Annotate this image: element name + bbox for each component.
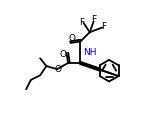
Text: F: F xyxy=(101,22,106,31)
Text: F: F xyxy=(79,18,85,27)
Text: O: O xyxy=(54,65,61,74)
Text: NH: NH xyxy=(84,48,97,57)
Text: O: O xyxy=(68,34,75,43)
Text: O: O xyxy=(59,50,66,59)
Text: F: F xyxy=(91,15,96,24)
